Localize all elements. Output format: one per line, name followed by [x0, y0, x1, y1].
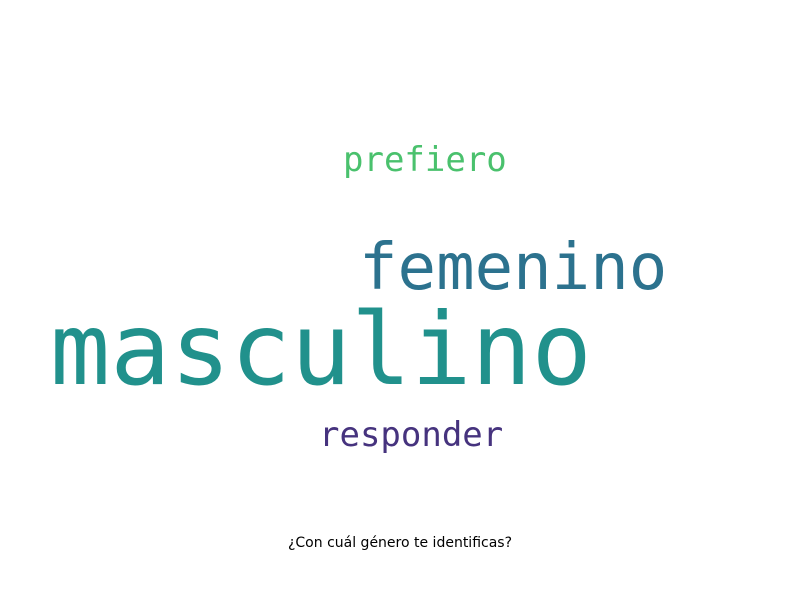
word-responder: responder: [319, 415, 504, 455]
word-masculino: masculino: [50, 291, 592, 408]
question-caption: ¿Con cuál género te identificas?: [287, 535, 513, 551]
word-femenino: femenino: [359, 231, 668, 305]
word-prefiero: prefiero: [343, 140, 507, 180]
